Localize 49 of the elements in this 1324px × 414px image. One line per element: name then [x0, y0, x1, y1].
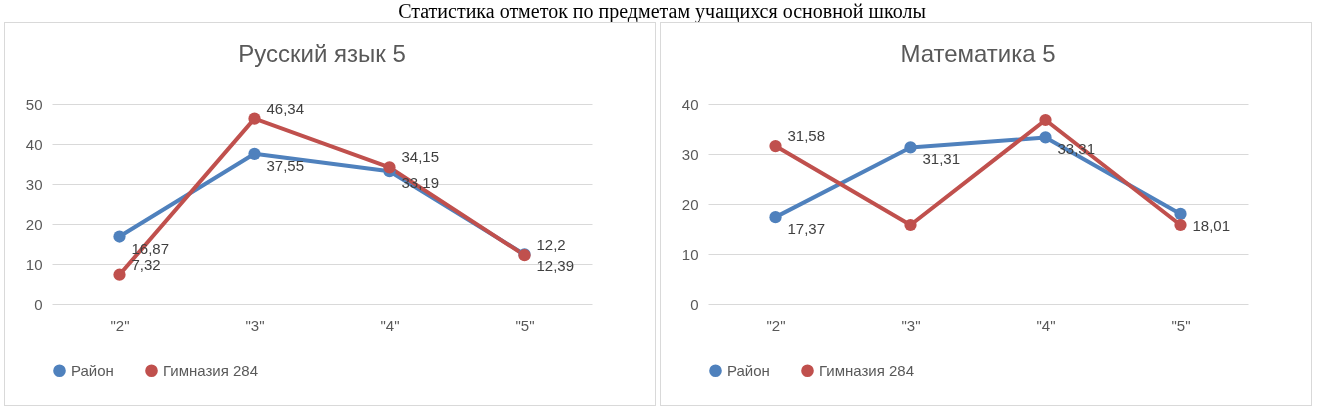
x-tick-label: "5": [515, 316, 535, 334]
point: [1174, 218, 1187, 232]
data-label: 7,32: [131, 255, 161, 273]
point: [1039, 113, 1052, 127]
chart-title: Русский язык 5: [238, 40, 406, 67]
y-tick-label: 10: [681, 245, 699, 263]
legend-label: Гимназия 284: [163, 361, 259, 379]
y-tick-label: 0: [34, 295, 43, 313]
y-tick-label: 30: [681, 145, 699, 163]
data-label: 12,39: [536, 257, 575, 275]
data-label: 12,2: [536, 236, 566, 254]
point: [113, 230, 126, 243]
legend-label: Район: [71, 361, 114, 379]
point: [248, 147, 261, 160]
y-tick-label: 20: [681, 195, 699, 213]
point: [383, 161, 396, 174]
text: Статистика отметок по предметам учащихся основной школы: [397, 0, 927, 22]
data-label: 31,31: [922, 150, 961, 168]
x-tick-label: "3": [245, 316, 265, 334]
y-tick-label: 30: [25, 175, 43, 193]
point: [1174, 207, 1187, 221]
y-tick-label: 20: [25, 215, 43, 233]
data-label: 46,34: [266, 99, 305, 117]
x-tick-label: "2": [110, 316, 130, 334]
y-tick-label: 40: [25, 135, 43, 153]
data-label: 31,58: [787, 127, 826, 145]
point: [248, 112, 261, 125]
point: [904, 141, 917, 154]
legend-label: Гимназия 284: [819, 361, 915, 379]
chart-title: Математика 5: [900, 40, 1056, 67]
y-tick-label: 40: [681, 95, 699, 113]
point: [769, 211, 782, 224]
legend-label: Район: [727, 361, 770, 379]
x-tick-label: "4": [380, 316, 400, 334]
point: [113, 268, 126, 281]
data-label: 17,37: [787, 220, 826, 238]
point: [904, 218, 917, 232]
y-tick-label: 50: [25, 95, 43, 113]
x-tick-label: "4": [1036, 316, 1056, 334]
data-label: 37,55: [266, 156, 305, 174]
y-tick-label: 0: [690, 295, 699, 313]
data-label: 34,15: [401, 148, 440, 166]
x-tick-label: "2": [766, 316, 786, 334]
point: [769, 139, 782, 153]
data-label: 18,01: [1192, 216, 1231, 234]
x-tick-label: "3": [901, 316, 921, 334]
point: [1039, 131, 1052, 144]
y-tick-label: 10: [25, 255, 43, 273]
x-tick-label: "5": [1171, 316, 1191, 334]
